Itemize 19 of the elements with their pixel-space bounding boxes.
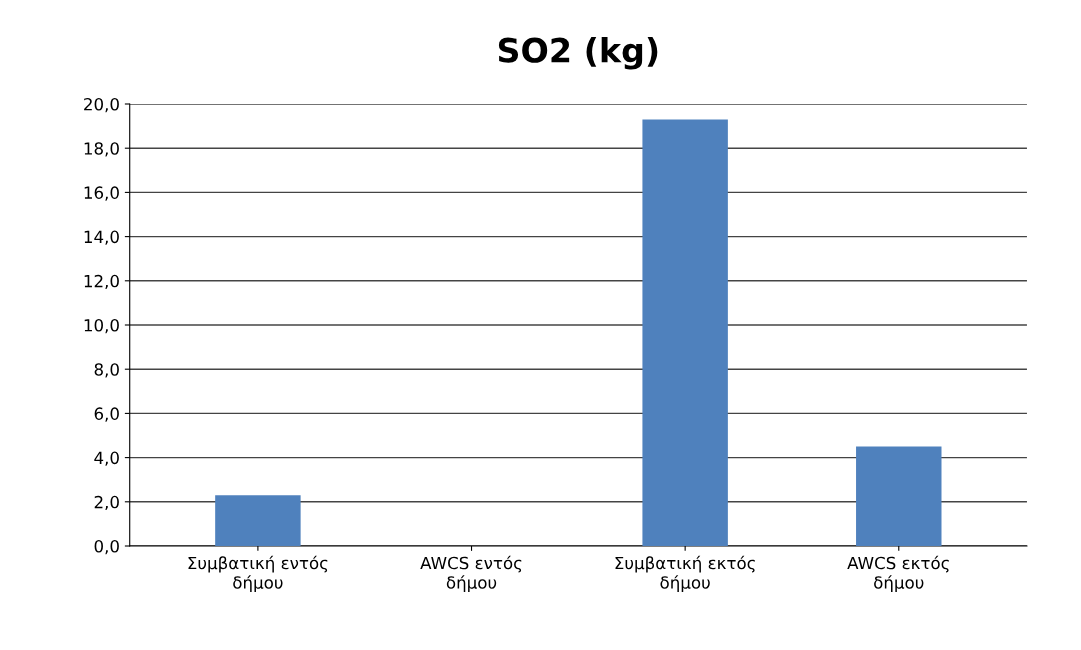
y-tick-label: 12,0 (84, 274, 119, 290)
y-tick-label: 14,0 (84, 230, 119, 245)
y-tick-label: 6,0 (94, 407, 119, 422)
x-tick-label: Συμβατική εκτός δήμου (615, 555, 755, 593)
x-tick-label: AWCS εκτός δήμου (847, 555, 949, 593)
x-tick-label: AWCS εντός δήμου (420, 555, 522, 593)
y-tick-label: 18,0 (84, 142, 119, 157)
y-tick-label: 20,0 (84, 97, 119, 113)
y-tick-label: 2,0 (94, 495, 119, 511)
x-tick-label: Συμβατική εντός δήμου (188, 555, 328, 593)
y-tick-label: 0,0 (94, 539, 119, 555)
y-tick-label: 16,0 (84, 186, 119, 201)
y-tick-label: 10,0 (84, 318, 119, 334)
bar (642, 119, 728, 546)
y-tick-label: 4,0 (94, 451, 119, 466)
chart-title: SO2 (kg) (498, 37, 658, 70)
bar (856, 446, 942, 546)
bar (215, 495, 301, 546)
y-tick-label: 8,0 (94, 363, 119, 378)
